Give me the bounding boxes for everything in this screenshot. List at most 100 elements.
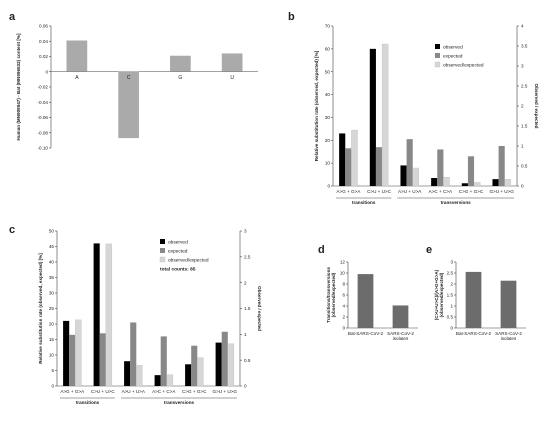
x-tick-label-a: C bbox=[127, 75, 131, 81]
x-tick-label-b: A>U + U>A bbox=[398, 189, 422, 194]
bar-b-expected-1 bbox=[345, 148, 352, 186]
annotation-c: total counts: 85 bbox=[160, 267, 196, 273]
y-tick-label-c: 50 bbox=[49, 229, 55, 234]
legend-label-b: observed/expected bbox=[443, 63, 484, 69]
y-tick-label-c: 10 bbox=[49, 353, 55, 358]
y-tick-label-c: 35 bbox=[49, 275, 55, 280]
bar-b-expected-3 bbox=[406, 139, 413, 186]
y2-tick-label-b: 3 bbox=[521, 64, 524, 69]
bar-b-observed-5 bbox=[461, 183, 468, 186]
y-tick-label-b: 30 bbox=[325, 115, 331, 120]
y-tick-label-b: 10 bbox=[325, 161, 331, 166]
bar-c-observed-2 bbox=[93, 243, 100, 386]
legend-label-c: observed bbox=[168, 240, 188, 246]
y-axis-title-a: Human (MN908947) - Bat (MN996532) conten… bbox=[16, 33, 21, 140]
group-label-c: transversions bbox=[164, 400, 195, 405]
y2-tick-label-c: 2.5 bbox=[244, 254, 251, 259]
bar-c-observed-6 bbox=[215, 342, 222, 386]
bar-c-observed-4 bbox=[154, 375, 161, 386]
x-tick-label-b: A>C + C>A bbox=[429, 189, 453, 194]
legend-label-b: expected bbox=[443, 54, 463, 60]
x-tick-label-d: SARS-CoV-2 bbox=[387, 331, 414, 336]
y-tick-label-e: 0.5 bbox=[447, 315, 454, 320]
y-tick-label-c: 40 bbox=[49, 260, 55, 265]
x-tick-label-b: C>U + U>C bbox=[367, 189, 392, 194]
bar-c-expected-6 bbox=[221, 331, 228, 386]
bar-b-obs-exp-3 bbox=[412, 167, 420, 187]
y-tick-label-c: 15 bbox=[49, 337, 55, 342]
panel-label-c: c bbox=[9, 224, 15, 236]
bar-c-obs-exp-5 bbox=[197, 357, 204, 387]
x-tick-label-e: isolates bbox=[501, 336, 517, 341]
y2-tick-label-b: 0.5 bbox=[521, 164, 528, 169]
bar-c-expected-3 bbox=[130, 322, 137, 386]
bar-d-1 bbox=[357, 274, 374, 328]
y2-axis-title-c: Observed / expected bbox=[257, 286, 262, 331]
y-tick-label-a: 0.04 bbox=[39, 39, 48, 44]
y-tick-label-a: 0.02 bbox=[39, 54, 48, 59]
y-tick-label-b: 0 bbox=[327, 184, 330, 189]
y-tick-label-d: 8 bbox=[342, 282, 345, 287]
panel-label-a: a bbox=[9, 11, 16, 23]
bar-c-observed-5 bbox=[185, 364, 192, 386]
bar-b-observed-4 bbox=[431, 178, 438, 186]
group-label-b: transitions bbox=[352, 200, 376, 205]
bar-b-expected-5 bbox=[467, 156, 475, 186]
y-tick-label-b: 40 bbox=[325, 92, 331, 97]
bar-c-obs-exp-2 bbox=[105, 243, 113, 387]
y2-tick-label-c: 3 bbox=[244, 229, 247, 234]
x-tick-label-e: SARS-CoV-2 bbox=[495, 331, 522, 336]
y-tick-label-a: -0.10 bbox=[38, 146, 49, 151]
y-axis-title-d: (observed/expected) bbox=[331, 272, 336, 317]
bar-e-1 bbox=[465, 271, 482, 328]
y-axis-title-e: (observed/expected) bbox=[439, 272, 444, 317]
y-tick-label-a: 0 bbox=[45, 69, 48, 74]
y2-tick-label-c: 1 bbox=[244, 332, 247, 337]
y-tick-label-d: 12 bbox=[340, 260, 346, 265]
bar-b-observed-2 bbox=[369, 48, 376, 186]
bar-c-obs-exp-4 bbox=[166, 374, 174, 387]
legend-label-c: observed/expected bbox=[168, 258, 209, 264]
y-axis-title-e: (C>U+U>C)/(A>G+G>A) bbox=[434, 269, 439, 320]
legend-swatch-b bbox=[435, 44, 440, 49]
bar-c-expected-5 bbox=[191, 345, 198, 386]
bar-b-expected-6 bbox=[498, 146, 505, 186]
legend-swatch-b bbox=[434, 61, 441, 68]
y-tick-label-c: 25 bbox=[49, 306, 55, 311]
bar-b-expected-2 bbox=[375, 147, 383, 186]
panel-label-d: d bbox=[318, 244, 325, 256]
y2-tick-label-b: 0 bbox=[521, 184, 524, 189]
bar-a-3 bbox=[170, 55, 191, 72]
y-tick-label-e: 2.5 bbox=[447, 271, 454, 276]
y2-tick-label-b: 2 bbox=[521, 104, 524, 109]
x-tick-label-b: C>G + G>C bbox=[459, 189, 484, 194]
bar-c-observed-3 bbox=[124, 361, 131, 386]
y-tick-label-a: -0.06 bbox=[38, 115, 49, 120]
y-tick-label-e: 3 bbox=[450, 260, 453, 265]
bar-c-obs-exp-6 bbox=[227, 343, 235, 387]
y-tick-label-d: 6 bbox=[342, 293, 345, 298]
legend-label-c: expected bbox=[168, 249, 188, 255]
y-tick-label-c: 45 bbox=[49, 244, 55, 249]
y-tick-label-c: 20 bbox=[49, 322, 55, 327]
bar-b-obs-exp-6 bbox=[504, 179, 512, 187]
y-tick-label-e: 1.5 bbox=[447, 293, 454, 298]
bar-d-2 bbox=[392, 305, 409, 328]
y-tick-label-c: 30 bbox=[49, 291, 55, 296]
y2-tick-label-c: 0 bbox=[244, 384, 247, 389]
panel-label-b: b bbox=[288, 11, 295, 23]
x-tick-label-c: C>U + U>C bbox=[91, 389, 116, 394]
bar-c-expected-4 bbox=[160, 336, 167, 386]
y2-tick-label-c: 0.5 bbox=[244, 358, 251, 363]
y-tick-label-d: 0 bbox=[342, 326, 345, 331]
y-tick-label-b: 70 bbox=[325, 24, 331, 29]
bar-c-obs-exp-1 bbox=[75, 319, 82, 387]
bar-e-2 bbox=[500, 280, 517, 328]
x-tick-label-d: isolates bbox=[393, 336, 409, 341]
bar-b-observed-6 bbox=[492, 179, 499, 186]
legend-swatch-c bbox=[159, 256, 166, 263]
y-tick-label-a: -0.08 bbox=[38, 130, 49, 135]
y-tick-label-b: 20 bbox=[325, 138, 331, 143]
x-tick-label-e: Bat-SARS-CoV-2 bbox=[456, 331, 492, 336]
bar-c-expected-2 bbox=[99, 333, 106, 386]
